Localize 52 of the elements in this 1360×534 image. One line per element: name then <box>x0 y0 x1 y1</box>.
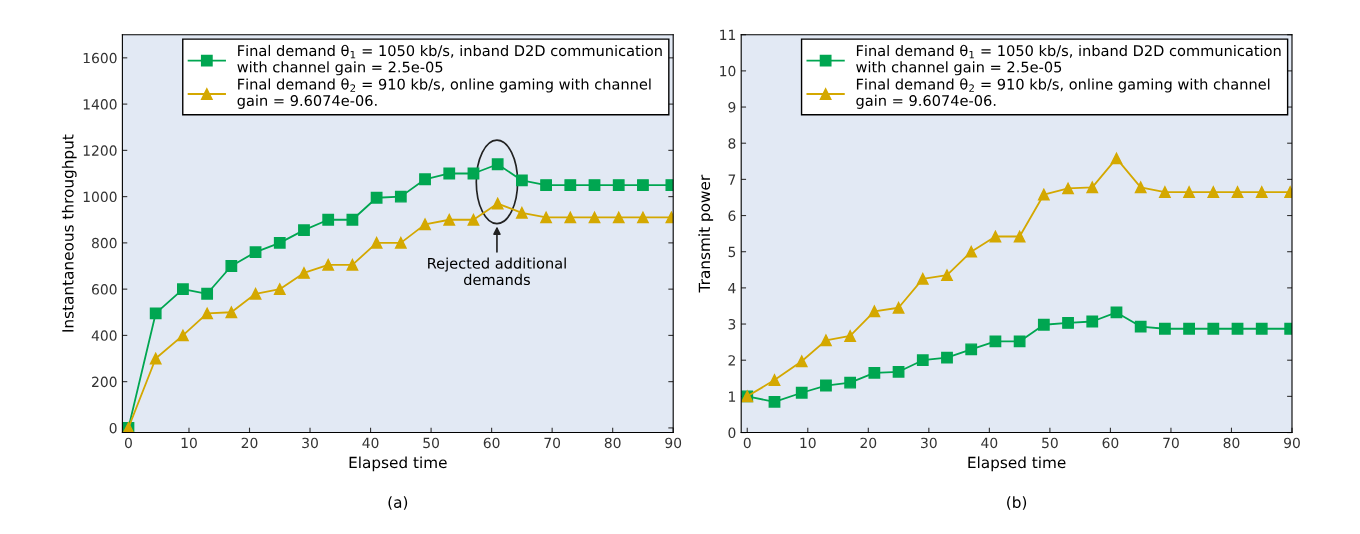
y-tick-label: 1400 <box>83 99 117 110</box>
y-tick-label: 0 <box>728 427 736 439</box>
x-tick-label: 40 <box>362 437 379 449</box>
x-axis-title: Elapsed time <box>349 456 447 472</box>
y-tick-label: 5 <box>728 246 736 258</box>
x-tick-label: 20 <box>241 437 258 449</box>
x-tick-label: 30 <box>921 437 937 449</box>
y-tick-label: 4 <box>728 283 736 294</box>
x-axis-title: Elapsed time <box>968 456 1066 472</box>
text: (a) <box>388 496 408 510</box>
y-tick-label: 600 <box>92 284 117 295</box>
y-tick-label: 3 <box>728 319 736 330</box>
x-tick-label: 90 <box>1284 437 1300 449</box>
x-tick-label: 90 <box>665 437 682 449</box>
x-tick-label: 50 <box>1042 437 1058 449</box>
y-tick-label: 7 <box>728 174 736 185</box>
y-tick-label: 1200 <box>83 145 117 156</box>
x-tick-label: 50 <box>423 437 439 449</box>
x-tick-label: 80 <box>1223 437 1240 449</box>
x-tick-label: 80 <box>604 437 621 449</box>
x-tick-label: 70 <box>544 437 561 449</box>
y-tick-label: 800 <box>91 237 117 249</box>
x-tick-label: 0 <box>124 437 132 449</box>
legend-label: Final demand θ$_{1}$ = 1050 kb/s, inband D2D communication with channel gain = 2.5e-05 <box>237 44 662 76</box>
x-tick-label: 40 <box>981 437 998 449</box>
y-axis-title: Instantaneous throughput <box>61 134 77 332</box>
y-tick-label: 0 <box>109 422 117 434</box>
y-tick-label: 1600 <box>83 52 117 64</box>
legend-label: Final demand θ$_{2}$ = 910 kb/s, online gaming with channel gain = 9.6074e-06. <box>237 78 651 109</box>
annotation: Rejected additional demands <box>428 257 566 286</box>
y-tick-label: 10 <box>720 65 736 77</box>
x-tick-label: 60 <box>1102 437 1119 449</box>
y-tick-label: 11 <box>720 29 736 40</box>
x-tick-label: 0 <box>743 437 751 449</box>
y-tick-label: 2 <box>728 355 735 366</box>
legend-label: Final demand θ$_{1}$ = 1050 kb/s, inband D2D communication with channel gain = 2.5e-05 <box>856 44 1281 76</box>
y-tick-label: 400 <box>91 330 117 341</box>
x-tick-label: 30 <box>302 437 318 449</box>
y-tick-label: 200 <box>92 376 117 388</box>
text: (b) <box>1007 496 1027 510</box>
y-tick-label: 1000 <box>83 191 117 203</box>
x-tick-label: 20 <box>860 437 877 449</box>
legend-label: Final demand θ$_{2}$ = 910 kb/s, online gaming with channel gain = 9.6074e-06. <box>856 78 1270 109</box>
y-tick-label: 9 <box>728 102 736 113</box>
y-tick-label: 1 <box>729 391 736 402</box>
y-axis-title: Transmit power <box>698 174 714 293</box>
x-tick-label: 10 <box>181 437 197 449</box>
x-tick-label: 60 <box>483 437 500 449</box>
y-tick-label: 6 <box>728 210 736 222</box>
x-tick-label: 70 <box>1163 437 1179 449</box>
x-tick-label: 10 <box>800 437 816 449</box>
y-tick-label: 8 <box>728 138 736 149</box>
